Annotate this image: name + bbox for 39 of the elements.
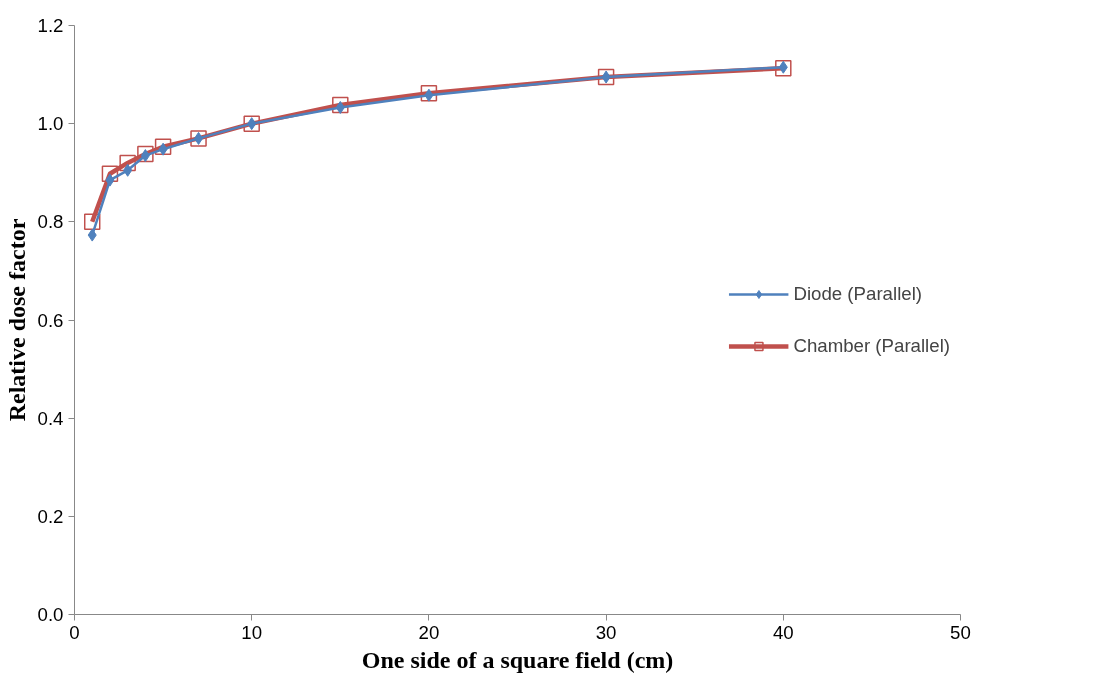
x-tick-label: 30 [595, 621, 617, 643]
y-tick-label: 0.0 [37, 604, 64, 625]
point [158, 142, 168, 156]
point [420, 84, 438, 102]
legend-label: Diode (Parallel) [793, 282, 923, 305]
point [140, 149, 150, 163]
point [83, 213, 101, 231]
x-tick-label: 50 [950, 621, 971, 643]
y-tick-label: 1.2 [37, 15, 64, 36]
point [194, 131, 204, 145]
y-tick-label: 0.4 [37, 407, 64, 429]
point [190, 130, 207, 147]
point [335, 100, 345, 114]
y-tick-label: 1.0 [37, 113, 64, 135]
point [137, 145, 154, 163]
point [778, 60, 788, 74]
point [101, 165, 119, 182]
point [597, 68, 615, 86]
point [601, 70, 611, 84]
x-tick-label: 40 [772, 621, 794, 643]
x-axis-title: One side of a square field (cm) [361, 646, 674, 673]
point [123, 163, 133, 177]
point [332, 96, 349, 114]
y-tick-label: 0.6 [37, 309, 64, 331]
point [243, 115, 260, 132]
y-tick-label: 0.2 [37, 505, 64, 527]
point [775, 59, 792, 77]
y-tick-label: 0.8 [37, 211, 64, 233]
point [247, 117, 257, 131]
x-tick-label: 10 [241, 621, 263, 643]
point [424, 88, 434, 102]
y-axis-title: Relative dose factor [3, 218, 30, 422]
point [119, 154, 136, 172]
point [105, 173, 115, 187]
point [154, 138, 172, 155]
point [87, 228, 97, 242]
legend-label: Chamber (Parallel) [793, 334, 950, 357]
x-tick-label: 20 [418, 621, 440, 643]
x-tick-label: 0 [69, 621, 80, 643]
